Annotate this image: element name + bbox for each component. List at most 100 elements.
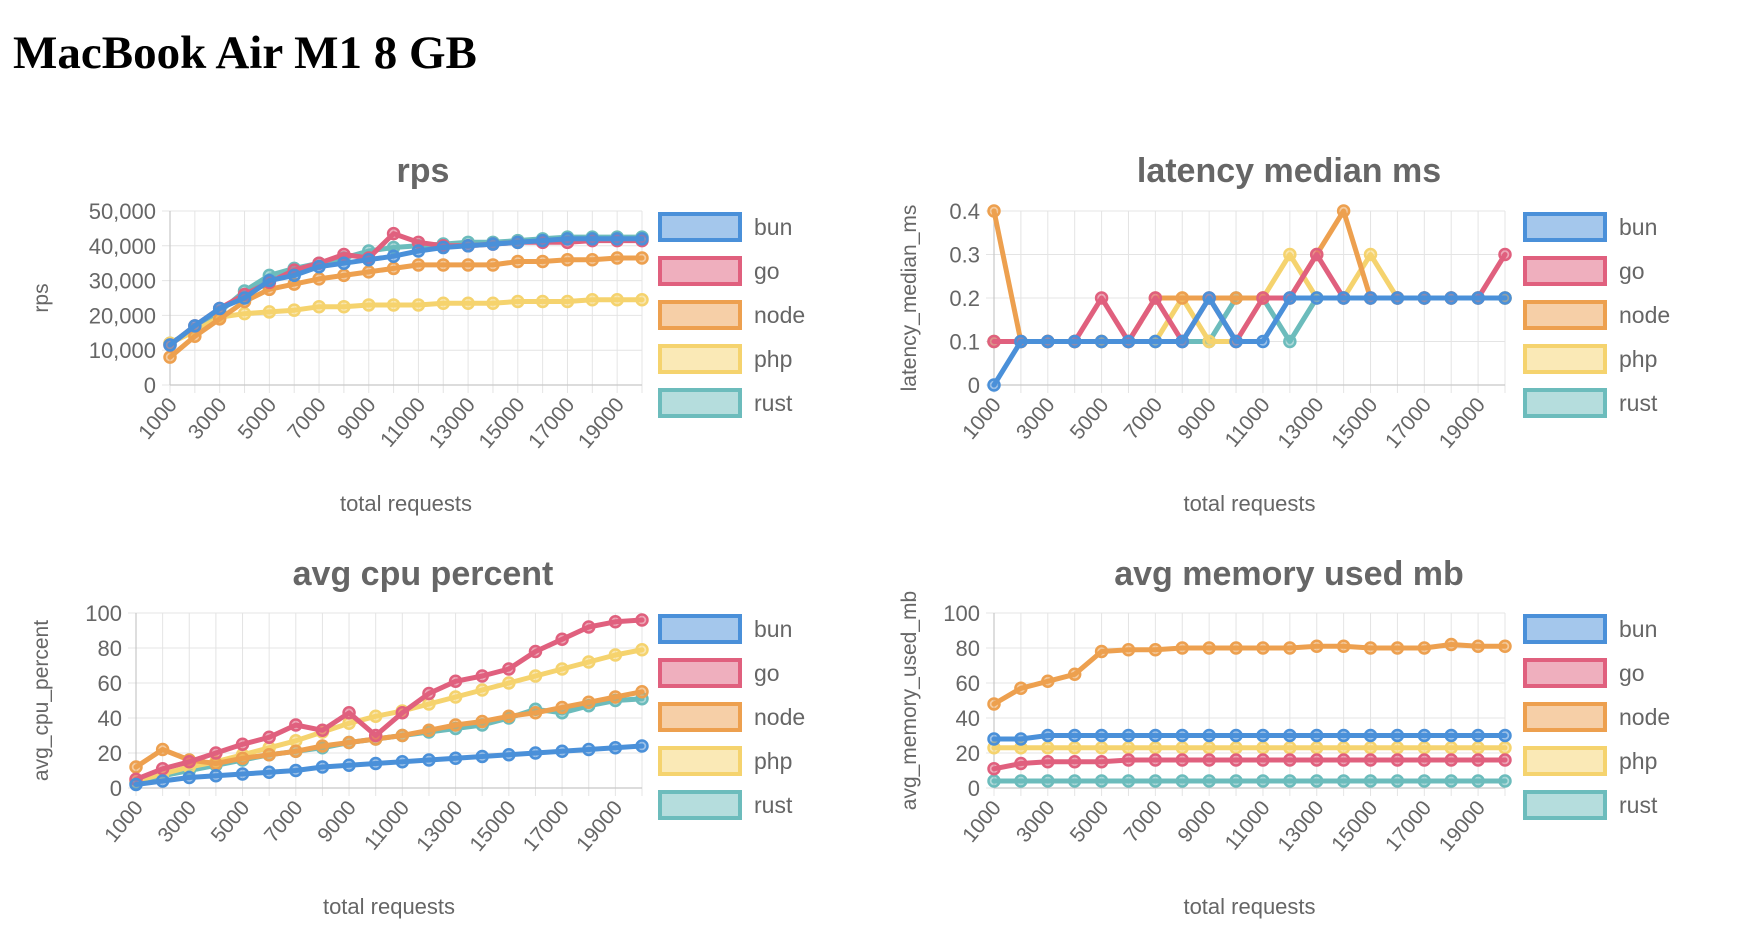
- legend-item-bun: bun: [658, 614, 792, 644]
- data-point-bun: [1336, 291, 1351, 305]
- data-point-go: [315, 723, 330, 737]
- data-point-node: [1283, 641, 1297, 655]
- legend-swatch-node: [1523, 702, 1607, 732]
- x-tick-label: 1000: [958, 393, 1006, 444]
- data-point-bun: [1444, 728, 1458, 743]
- data-point-php: [1390, 741, 1405, 755]
- data-point-node: [535, 254, 550, 269]
- data-point-bun: [287, 268, 301, 283]
- data-point-rust: [1121, 774, 1136, 788]
- data-point-php: [1444, 741, 1458, 755]
- y-tick-label: 20: [956, 741, 980, 766]
- legend-item-php: php: [658, 746, 792, 776]
- data-point-go: [1229, 753, 1243, 767]
- legend-label-go: go: [1619, 258, 1645, 284]
- y-tick-label: 40,000: [89, 234, 156, 259]
- data-point-node: [1121, 643, 1136, 657]
- legend-label-go: go: [1619, 660, 1645, 686]
- x-tick-label: 19000: [574, 393, 629, 453]
- x-tick-label: 17000: [519, 796, 574, 856]
- data-point-php: [312, 299, 326, 314]
- data-point-rust: [987, 774, 1001, 788]
- x-tick-label: 3000: [1012, 393, 1060, 444]
- y-tick-label: 100: [943, 601, 980, 626]
- legend-swatch-bun: [1523, 212, 1607, 242]
- x-tick-label: 7000: [1120, 796, 1168, 847]
- legend-item-php: php: [658, 344, 792, 374]
- legend-item-rust: rust: [658, 790, 793, 820]
- series-go: [987, 753, 1512, 776]
- data-point-php: [448, 690, 463, 704]
- series-rust: [987, 774, 1512, 788]
- data-point-rust: [1444, 774, 1458, 788]
- series-bun: [987, 728, 1512, 746]
- chart-1: rps 0 10,000 20,000 30,000 40,000 50,000 1000 30…: [30, 152, 805, 516]
- data-point-node: [1444, 637, 1458, 652]
- legend-label-rust: rust: [754, 792, 793, 818]
- series-node: [163, 251, 649, 364]
- data-point-bun: [188, 319, 202, 333]
- data-point-bun: [1417, 728, 1432, 743]
- data-point-node: [342, 735, 356, 750]
- chart-title: latency median ms: [1137, 152, 1441, 190]
- data-point-bun: [129, 777, 143, 792]
- data-point-bun: [1471, 728, 1485, 743]
- x-tick-label: 9000: [333, 393, 381, 444]
- x-axis-label: total requests: [340, 491, 472, 516]
- x-tick-label: 13000: [425, 393, 480, 453]
- data-point-node: [1175, 291, 1190, 305]
- data-point-bun: [528, 746, 543, 760]
- data-point-bun: [635, 739, 649, 753]
- legend-label-bun: bun: [1619, 616, 1657, 642]
- data-point-php: [411, 298, 426, 312]
- data-point-go: [1498, 753, 1512, 767]
- data-point-bun: [182, 770, 197, 785]
- legend-swatch-bun: [1523, 614, 1607, 644]
- legend-label-node: node: [754, 302, 805, 328]
- legend-swatch-php: [658, 344, 742, 374]
- data-point-node: [635, 251, 649, 265]
- data-point-bun: [337, 256, 351, 270]
- y-tick-label: 80: [98, 636, 122, 661]
- data-point-bun: [1067, 334, 1082, 349]
- data-point-rust: [1229, 774, 1243, 788]
- data-point-go: [209, 746, 223, 760]
- data-point-rust: [1390, 774, 1405, 788]
- data-point-node: [1202, 641, 1216, 655]
- data-point-bun: [1094, 728, 1109, 743]
- x-tick-label: 13000: [412, 796, 467, 856]
- data-point-bun: [987, 732, 1001, 746]
- legend-item-bun: bun: [658, 212, 792, 242]
- y-tick-label: 0: [144, 373, 156, 398]
- data-point-go: [395, 706, 410, 720]
- legend-label-rust: rust: [1619, 792, 1658, 818]
- data-point-php: [475, 683, 489, 697]
- data-point-bun: [1175, 728, 1190, 743]
- legend-label-bun: bun: [754, 616, 792, 642]
- series-bun: [987, 291, 1512, 392]
- data-point-node: [312, 272, 326, 286]
- y-axis-label: avg_memory_used_mb: [898, 591, 921, 810]
- data-point-bun: [1229, 334, 1243, 349]
- legend-swatch-rust: [658, 388, 742, 418]
- data-point-node: [502, 709, 516, 723]
- y-axis-label: latency_median_ms: [898, 205, 921, 392]
- legend-item-rust: rust: [1523, 790, 1658, 820]
- x-tick-label: 15000: [1327, 393, 1382, 453]
- x-tick-label: 3000: [184, 393, 232, 444]
- data-point-bun: [1444, 291, 1458, 305]
- data-point-php: [1202, 334, 1216, 349]
- data-point-go: [987, 762, 1001, 776]
- data-point-bun: [1229, 728, 1243, 743]
- y-tick-label: 40: [956, 706, 980, 731]
- data-point-node: [235, 751, 250, 765]
- data-point-node: [1309, 639, 1324, 653]
- data-point-node: [1390, 641, 1405, 655]
- legend-swatch-go: [658, 256, 742, 286]
- x-tick-label: 15000: [466, 796, 521, 856]
- y-tick-label: 60: [98, 671, 122, 696]
- data-point-go: [1256, 753, 1270, 767]
- data-point-php: [511, 294, 525, 309]
- data-point-bun: [987, 378, 1001, 392]
- data-point-bun: [535, 233, 550, 248]
